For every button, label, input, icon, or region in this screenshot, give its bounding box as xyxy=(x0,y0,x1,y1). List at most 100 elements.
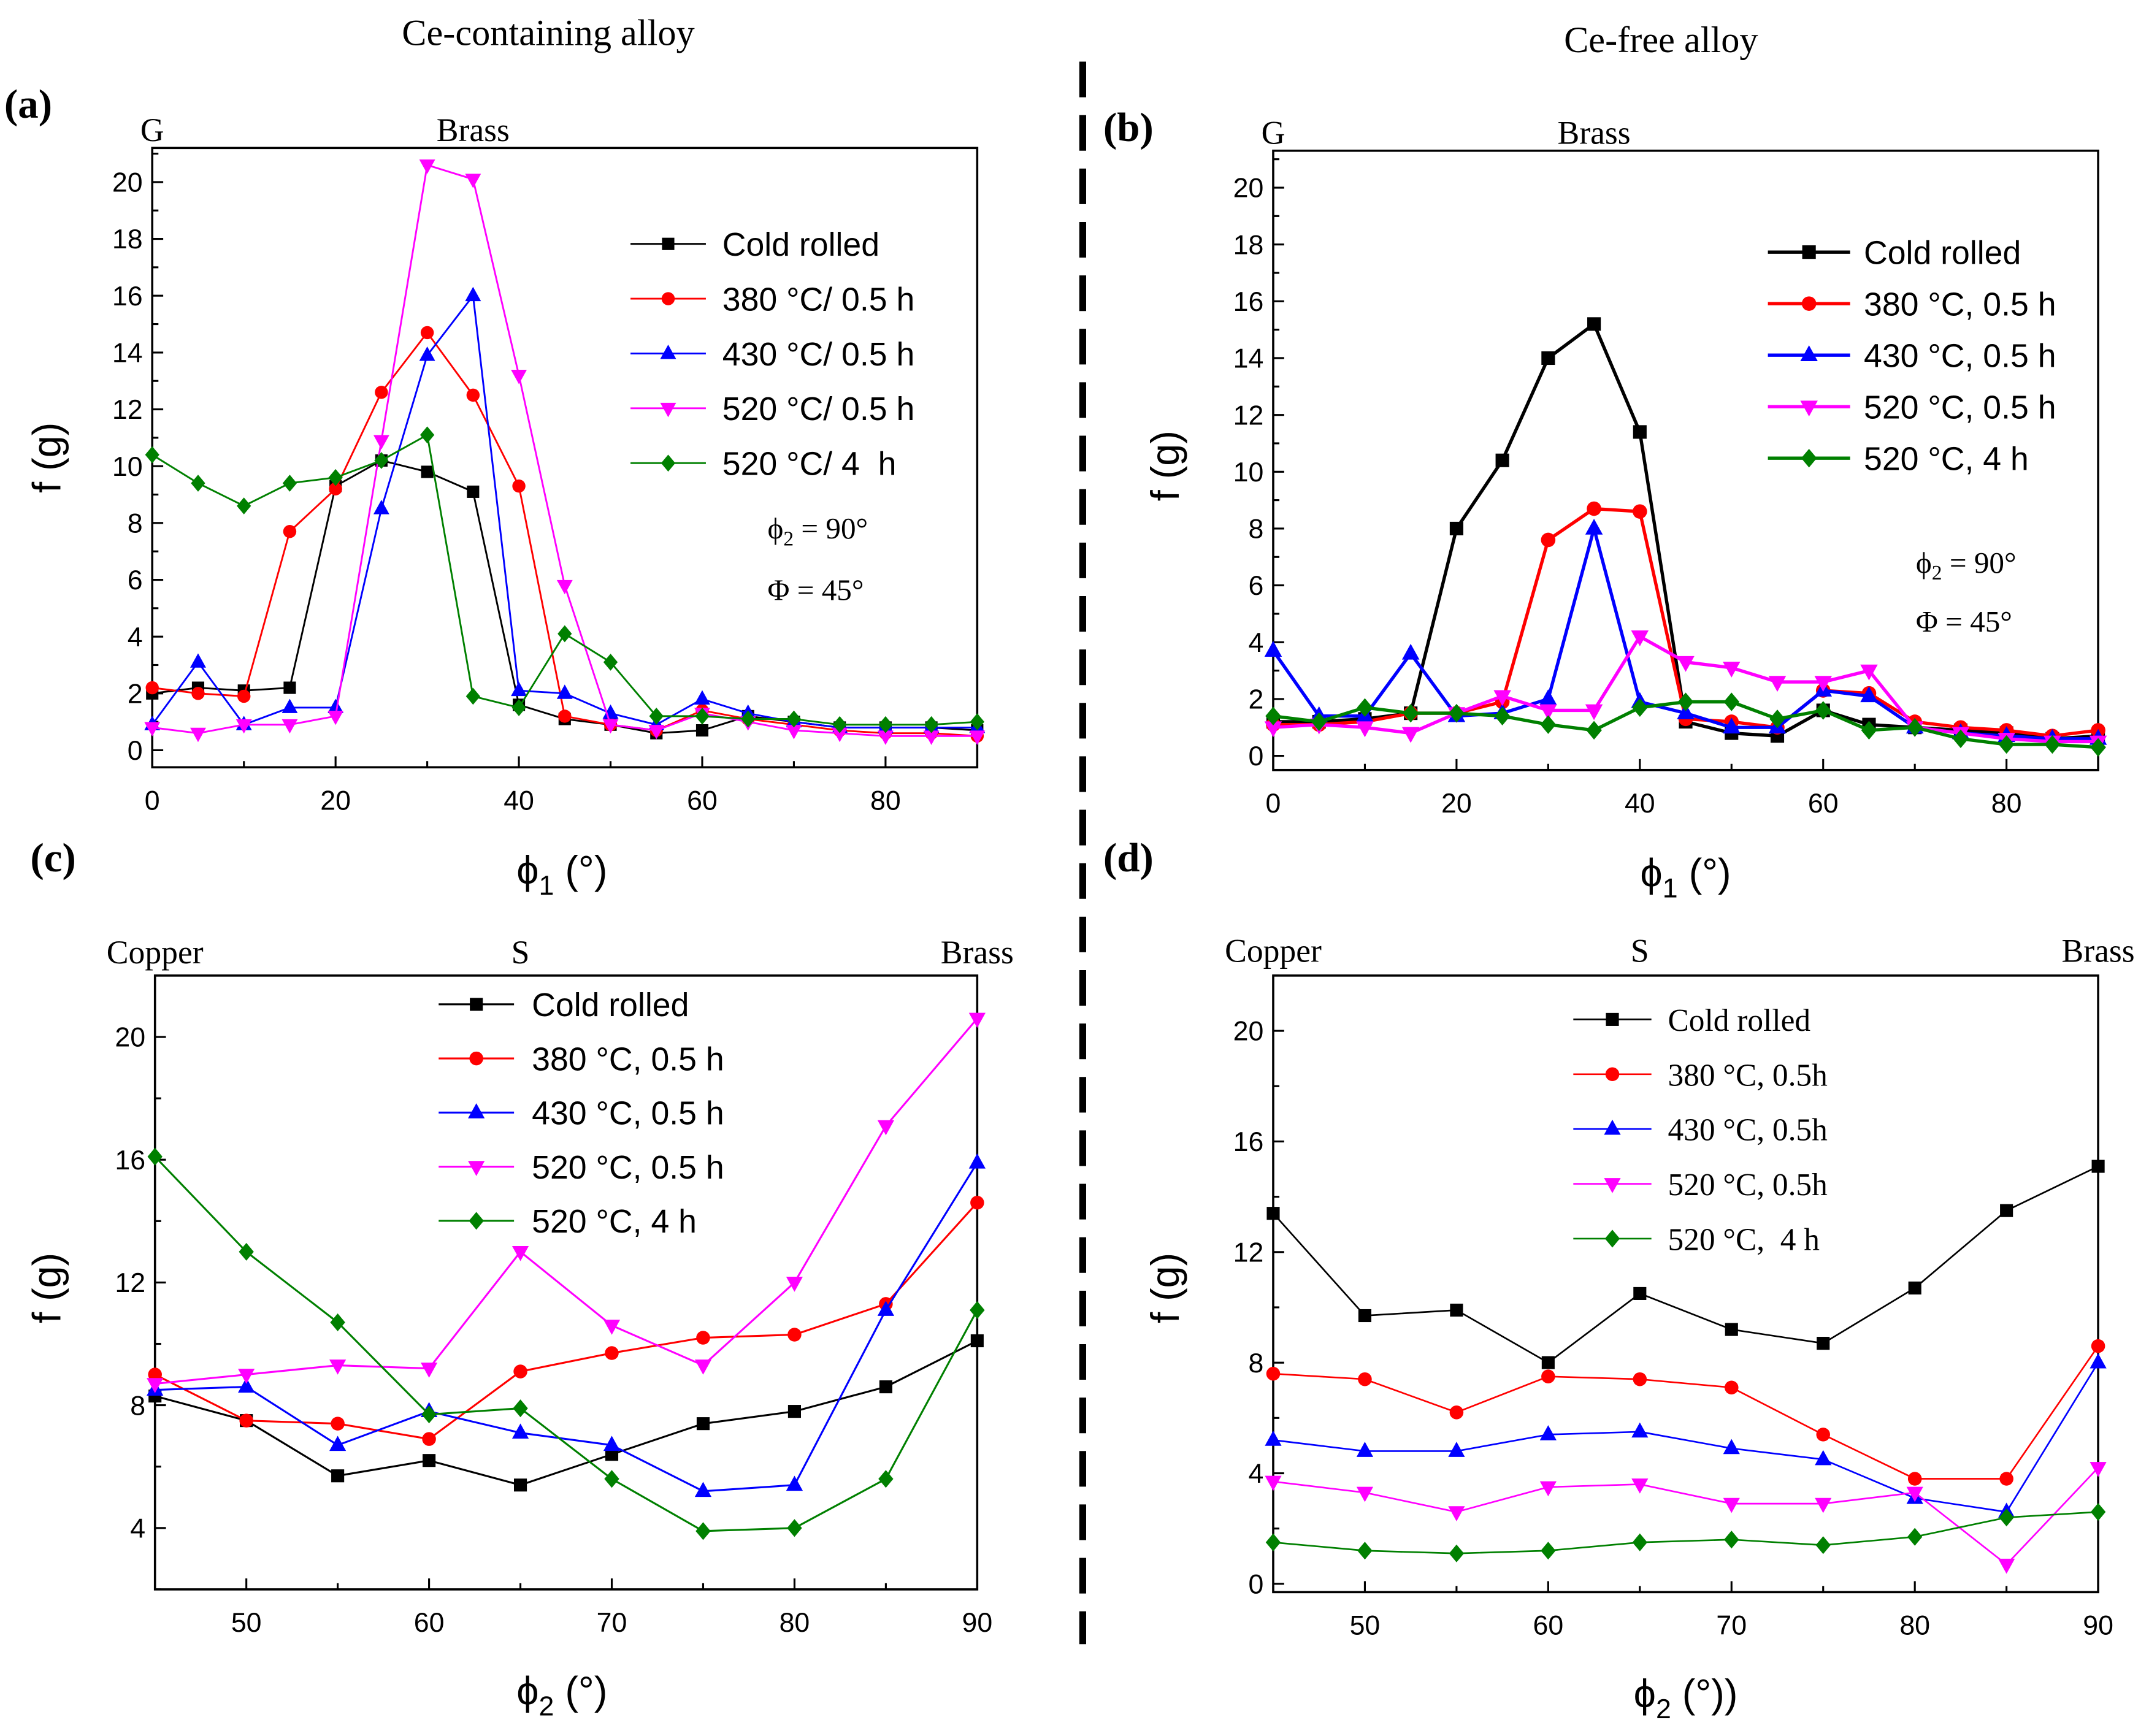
panel-b-series-4-point xyxy=(1677,656,1695,672)
panel-b-y-axis-label: f (g) xyxy=(1143,430,1187,501)
panel-a-series-2-point xyxy=(145,681,159,695)
panel-a-series-4-point xyxy=(190,727,206,743)
panel-d-series-3-line xyxy=(1273,1362,2099,1513)
panel-c-xtick-label: 50 xyxy=(231,1608,262,1638)
panel-c-series-4-point xyxy=(329,1359,347,1375)
panel-a-legend-marker xyxy=(662,237,675,250)
panel-b-series-3-point xyxy=(1401,643,1420,660)
panel-d-x-axis-subscript: 2 xyxy=(1656,1694,1671,1724)
panel-a-xtick-label: 20 xyxy=(320,786,351,816)
panel-c-legend-marker xyxy=(468,1161,485,1176)
panel-c-legend-label: 380 °C, 0.5 h xyxy=(532,1041,724,1077)
panel-b-annotation-text: ϕ xyxy=(1916,546,1932,579)
panel-c-orientation-label: S xyxy=(511,934,530,971)
panel-d-legend-label: 520 °C, 4 h xyxy=(1668,1222,1820,1257)
panel-d-series-1-point xyxy=(2000,1204,2013,1217)
panel-d-legend-marker xyxy=(1604,1119,1621,1135)
panel-a-series-3-point xyxy=(282,698,298,713)
panel-d-xtick-label: 60 xyxy=(1533,1611,1564,1641)
panel-b-series-4-point xyxy=(1723,662,1741,678)
panel-a-ytick-label: 2 xyxy=(128,679,143,709)
panel-a-legend-marker xyxy=(660,402,676,418)
panel-a-series-4-point xyxy=(602,719,619,734)
panel-c-series-4-point xyxy=(147,1378,164,1393)
panel-b-legend: Cold rolled 380 °C, 0.5 h 430 °C, 0.5 h 520… xyxy=(1768,234,2056,477)
panel-b-x-axis-label: ϕ1 (°) xyxy=(1640,851,1731,904)
panel-b-series-4-point xyxy=(1401,727,1420,743)
panel-a-series-4-point xyxy=(419,159,435,174)
panel-b-series-1-point xyxy=(1633,425,1647,439)
panel-b-orientation-label: Brass xyxy=(1558,115,1631,151)
panel-b-series-4-point xyxy=(1356,721,1374,738)
panel-c-series-4-line xyxy=(155,1017,978,1385)
panel-a-series-4-point xyxy=(969,730,986,745)
panel-c-series-5-point xyxy=(147,1147,163,1166)
panel-a-series-1-point xyxy=(283,681,296,694)
panel-d-ytick-label: 0 xyxy=(1248,1570,1263,1600)
panel-a-series-3-point xyxy=(556,684,573,699)
panel-b-x-axis-symbol: ϕ xyxy=(1640,851,1662,895)
panel-d-x-axis-label: ϕ2 (°)) xyxy=(1634,1671,1738,1724)
panel-a-series-4-point xyxy=(648,725,665,740)
panel-a-legend-label: 380 °C/ 0.5 h xyxy=(722,281,915,318)
panel-b-ytick-label: 0 xyxy=(1248,741,1263,771)
panel-d-series-5-point xyxy=(1449,1544,1465,1562)
panel-d-series-2-point xyxy=(1907,1472,1922,1486)
panel-b-series-5-point xyxy=(1403,703,1419,723)
panel-a-series-5-point xyxy=(557,625,572,643)
panel-d-plot-frame xyxy=(1272,974,2099,1594)
panel-a-series-2-point xyxy=(283,525,297,538)
left-column-title: Ce-containing alloy xyxy=(402,13,694,54)
panel-a-series-3-point xyxy=(373,500,389,514)
panel-a-annotation-text: Φ = 45° xyxy=(767,573,864,607)
panel-b-series-4-point xyxy=(1585,704,1603,721)
panel-d-ytick-label: 20 xyxy=(1233,1017,1264,1047)
panel-b-series-5-point xyxy=(1815,701,1831,720)
panel-d-legend-marker xyxy=(1606,1012,1619,1026)
panel-d-x-axis-unit: (°)) xyxy=(1671,1671,1738,1716)
panel-a-series-3-point xyxy=(190,653,206,668)
panel-d-series-4-group xyxy=(1265,1462,2107,1574)
panel-c-x-axis-label: ϕ2 (°) xyxy=(516,1669,607,1722)
panel-c-series-1-point xyxy=(970,1334,984,1348)
panel-d-series-4-point xyxy=(1906,1486,1923,1502)
panel-a-ytick-label: 4 xyxy=(128,622,143,652)
panel-b-series-3-point xyxy=(1677,703,1695,719)
panel-d-orientation-label: S xyxy=(1631,933,1649,969)
panel-a-series-5-point xyxy=(282,475,297,492)
panel-c-series-1-point xyxy=(787,1405,801,1418)
panel-b-series-2-point xyxy=(1587,501,1601,516)
panel-c-series-3-point xyxy=(968,1153,986,1169)
panel-a-series-3-point xyxy=(419,346,435,361)
panel-b-ytick-label: 16 xyxy=(1233,287,1264,317)
panel-d-x-axis-symbol: ϕ xyxy=(1634,1671,1656,1716)
panel-c-series-5-point xyxy=(878,1470,894,1488)
panel-d-ytick-label: 12 xyxy=(1233,1237,1264,1268)
panel-a-series-2-point xyxy=(466,388,480,402)
panel-a-ytick-label: 18 xyxy=(112,224,143,254)
panel-a-series-3-point xyxy=(511,681,527,697)
panel-d-series-1-line xyxy=(1272,1165,2099,1364)
panel-b-ytick-label: 8 xyxy=(1248,514,1263,545)
panel-d-ytick-label: 8 xyxy=(1248,1348,1263,1378)
panel-c-series-4-point xyxy=(511,1245,529,1261)
panel-d-series-3-point xyxy=(1815,1450,1832,1466)
panel-b-xtick-label: 60 xyxy=(1808,789,1839,819)
panel-d-series-3-point xyxy=(2090,1353,2107,1369)
panel-a-legend-label: 520 °C/ 4 h xyxy=(722,446,897,483)
panel-d-series-3-point xyxy=(1723,1439,1740,1455)
panel-a-series-2-point xyxy=(420,326,434,340)
panel-d-series-1-point xyxy=(1450,1303,1463,1317)
panel-b-series-5-point xyxy=(1311,712,1327,732)
panel-d-series-5-line xyxy=(1273,1511,2099,1554)
panel-b-series-5-point xyxy=(1449,703,1465,723)
panel-d-series-1-point xyxy=(1725,1323,1738,1336)
panel-a-y-axis-label: f (g) xyxy=(25,423,69,493)
panel-d-legend-marker xyxy=(1604,1178,1621,1193)
panel-d-series-2-point xyxy=(1633,1372,1647,1386)
panel-d-orientation-label: Brass xyxy=(2062,933,2135,969)
panel-a-legend-label: 520 °C/ 0.5 h xyxy=(722,391,915,427)
